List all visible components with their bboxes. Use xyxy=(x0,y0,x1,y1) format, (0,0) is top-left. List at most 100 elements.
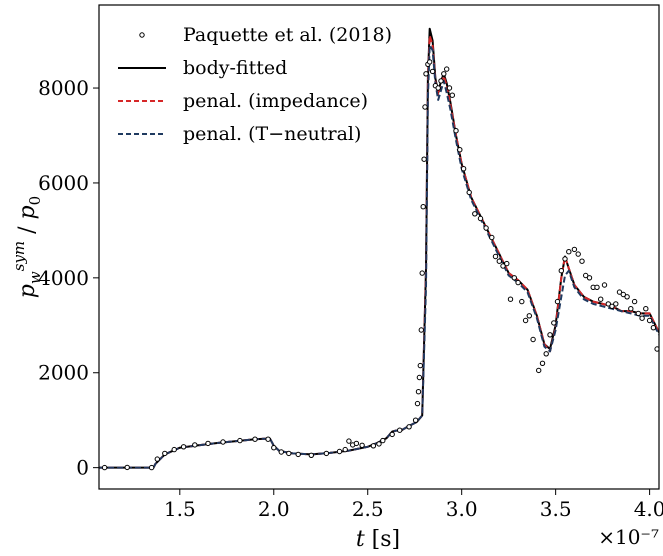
x-tick-label: 2.0 xyxy=(258,497,290,521)
data-point xyxy=(323,450,330,457)
data-point xyxy=(492,253,499,260)
data-point xyxy=(586,275,593,281)
data-point xyxy=(453,128,459,134)
data-point xyxy=(162,450,168,457)
data-point xyxy=(308,452,314,458)
data-point xyxy=(397,427,403,433)
data-point xyxy=(359,442,365,448)
data-point xyxy=(522,317,529,324)
data-point xyxy=(643,306,649,312)
x-tick-label: 2.5 xyxy=(352,497,384,521)
data-point xyxy=(579,258,585,264)
data-point xyxy=(571,246,578,253)
data-point xyxy=(562,256,568,262)
data-point xyxy=(558,268,564,274)
data-point xyxy=(101,464,108,471)
data-point xyxy=(427,59,433,65)
data-point xyxy=(628,306,634,312)
data-point xyxy=(421,156,427,162)
data-point xyxy=(148,464,155,471)
data-point xyxy=(460,166,467,172)
data-point xyxy=(435,85,441,91)
data-point xyxy=(536,367,542,374)
data-point xyxy=(635,310,641,317)
data-point xyxy=(547,332,553,338)
data-point xyxy=(441,71,447,77)
legend: Paquette et al. (2018) body-fitted penal… xyxy=(118,24,392,145)
data-point xyxy=(609,303,615,309)
x-axis: 1.5 2.0 2.5 3.0 3.5 4.0 xyxy=(164,489,663,521)
data-point xyxy=(594,284,600,290)
data-point xyxy=(466,189,472,196)
y-tick-label: 6000 xyxy=(38,171,89,195)
legend-entry-impedance: penal. (impedance) xyxy=(118,90,368,112)
data-point xyxy=(575,251,581,257)
data-point xyxy=(500,263,506,269)
data-point xyxy=(477,215,484,222)
data-point xyxy=(286,450,292,457)
data-point xyxy=(519,298,525,305)
legend-entry-body-fitted: body-fitted xyxy=(118,57,287,79)
data-point xyxy=(620,291,626,298)
legend-entry-paquette: Paquette et al. (2018) xyxy=(139,24,392,46)
data-point xyxy=(438,78,444,84)
x-tick-label: 4.0 xyxy=(634,497,663,521)
data-point xyxy=(646,317,653,324)
data-point xyxy=(171,446,177,453)
data-point xyxy=(566,249,572,255)
data-point xyxy=(278,449,284,455)
y-tick-label: 8000 xyxy=(38,76,89,100)
data-point xyxy=(416,374,423,381)
data-point xyxy=(205,440,211,447)
data-point xyxy=(601,282,608,288)
x-tick-label: 3.0 xyxy=(446,497,478,521)
data-point xyxy=(605,301,611,307)
data-point xyxy=(583,272,589,279)
series-layer xyxy=(99,27,659,471)
legend-marker-paquette xyxy=(139,32,145,38)
data-point xyxy=(423,71,429,77)
data-point xyxy=(192,442,198,448)
y-tick-label: 4000 xyxy=(38,266,89,290)
data-point xyxy=(271,445,277,451)
svg-text:pwsym / p0: pwsym / p0 xyxy=(10,196,44,298)
data-point xyxy=(415,389,422,395)
x-axis-label: t [s] xyxy=(356,527,400,552)
data-point xyxy=(419,270,425,276)
data-point xyxy=(639,315,645,321)
data-point xyxy=(489,234,495,241)
data-point xyxy=(422,104,428,110)
data-point xyxy=(180,444,187,450)
data-point xyxy=(444,66,450,72)
legend-label-paquette: Paquette et al. (2018) xyxy=(183,24,392,46)
y-tick-label: 0 xyxy=(76,456,89,480)
data-point xyxy=(342,446,348,453)
x-axis-offset-text: ×10⁻⁷ xyxy=(598,525,659,549)
data-point xyxy=(511,275,517,281)
data-point xyxy=(483,225,489,231)
data-point xyxy=(616,289,623,295)
data-point xyxy=(496,258,502,264)
data-point xyxy=(449,92,455,98)
data-point xyxy=(346,438,352,444)
data-point xyxy=(295,451,301,458)
data-point xyxy=(265,436,271,442)
data-point xyxy=(457,147,463,153)
data-point xyxy=(598,296,604,302)
data-point xyxy=(414,400,421,407)
data-point xyxy=(472,211,478,217)
data-point xyxy=(507,296,514,302)
data-point xyxy=(420,204,426,210)
data-point xyxy=(613,301,619,307)
legend-entry-t-neutral: penal. (T−neutral) xyxy=(118,123,361,145)
data-point xyxy=(412,417,419,423)
x-tick-label: 1.5 xyxy=(164,497,196,521)
y-tick-label: 2000 xyxy=(38,361,89,385)
legend-label-impedance: penal. (impedance) xyxy=(183,90,368,112)
data-point xyxy=(406,424,412,430)
data-point xyxy=(515,279,521,286)
data-point xyxy=(539,360,546,366)
data-point xyxy=(631,298,638,305)
data-point xyxy=(417,362,423,369)
